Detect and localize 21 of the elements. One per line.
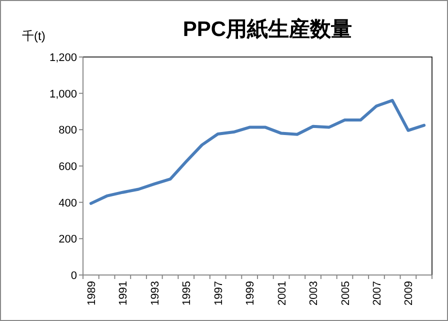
x-tick-label: 1999 [244, 281, 257, 306]
x-tick-label: 2007 [371, 281, 384, 306]
y-axis-title: 千(t) [22, 29, 46, 43]
x-tick-label: 1989 [86, 281, 98, 306]
y-tick-label: 1,000 [49, 88, 77, 100]
x-tick-label: 1995 [181, 281, 194, 306]
x-tick-label: 1991 [118, 281, 130, 306]
y-tick-label: 0 [70, 270, 77, 282]
x-tick-label: 2003 [308, 281, 320, 306]
chart-title: PPC用紙生産数量 [182, 17, 352, 41]
y-tick-label: 200 [58, 234, 77, 246]
line-series [89, 98, 426, 205]
y-tick-label: 800 [58, 124, 77, 137]
y-tick-label: 1,200 [49, 52, 77, 64]
x-tick-label: 1997 [212, 281, 225, 306]
x-tick-label: 2009 [403, 281, 416, 306]
y-tick-label: 400 [58, 197, 77, 210]
y-tick-label: 600 [58, 161, 77, 173]
x-tick-label: 2001 [276, 281, 288, 306]
x-tick-label: 2005 [340, 281, 352, 306]
x-tick-label: 1993 [149, 281, 162, 306]
